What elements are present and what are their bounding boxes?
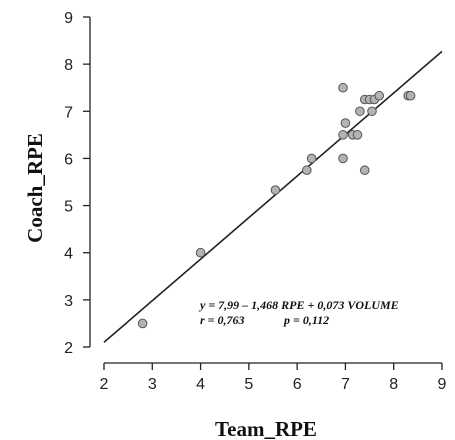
data-point xyxy=(137,318,148,329)
regression-line-group xyxy=(103,50,443,343)
x-tick-label: 7 xyxy=(341,376,350,393)
y-tick-label: 2 xyxy=(64,340,73,357)
data-point xyxy=(338,130,348,140)
regression-line xyxy=(103,50,443,343)
y-tick-label: 9 xyxy=(64,10,73,27)
x-tick-label: 8 xyxy=(389,376,398,393)
axes: 2 3 4 5 6 7 8 9 2 3 4 5 6 7 8 9 xyxy=(64,10,446,393)
x-tick-label: 6 xyxy=(293,376,302,393)
data-point xyxy=(302,165,312,176)
y-tick-label: 5 xyxy=(64,199,73,216)
y-tick-label: 3 xyxy=(64,293,73,310)
y-tick-label: 8 xyxy=(64,57,73,74)
data-point xyxy=(355,106,365,117)
x-tick-label: 4 xyxy=(196,376,205,393)
data-point xyxy=(195,247,206,258)
y-tick-label: 7 xyxy=(64,104,73,121)
data-point xyxy=(367,106,377,117)
x-tick-label: 2 xyxy=(100,376,109,393)
y-tick-label: 6 xyxy=(64,151,73,168)
x-tick-label: 5 xyxy=(244,376,253,393)
annotation-equation: y = 7,99 – 1,468 RPE + 0,073 VOLUME xyxy=(198,298,399,312)
data-point xyxy=(352,130,363,140)
data-point xyxy=(338,153,348,164)
x-tick-label: 9 xyxy=(438,376,447,393)
data-point xyxy=(338,82,348,93)
data-point xyxy=(405,90,416,101)
annotation-r: r = 0,763 xyxy=(200,313,245,327)
data-point xyxy=(374,90,385,101)
x-tick-label: 3 xyxy=(148,376,157,393)
y-tick-label: 4 xyxy=(64,246,73,263)
data-point xyxy=(270,185,281,195)
x-axis-title: Team_RPE xyxy=(215,417,317,440)
data-point xyxy=(306,153,317,164)
annotation-p: p = 0,112 xyxy=(283,313,329,327)
data-point xyxy=(340,118,351,128)
points-group xyxy=(137,82,416,329)
data-point xyxy=(359,165,370,176)
y-axis-title: Coach_RPE xyxy=(23,133,47,243)
